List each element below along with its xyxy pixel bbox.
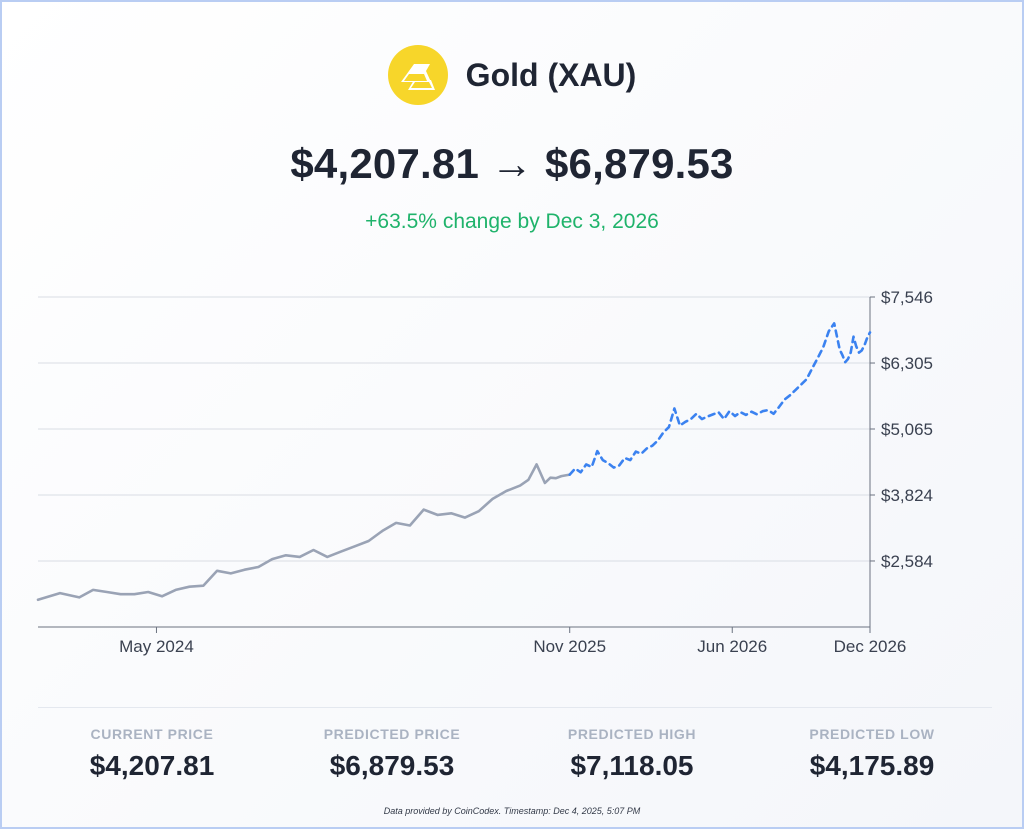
stat-label: CURRENT PRICE [90, 726, 214, 742]
y-tick-label: $3,824 [881, 486, 933, 505]
stat-value: $4,175.89 [809, 750, 935, 781]
price-chart: $7,546 $6,305 $5,065 $3,824 $2,584 May 2024 No… [36, 288, 933, 656]
stats-row: CURRENT PRICE $4,207.81 PREDICTED PRICE … [32, 726, 992, 782]
y-tick-label: $7,546 [881, 288, 933, 307]
stat-predicted-price: PREDICTED PRICE $6,879.53 [272, 726, 512, 782]
x-tick-label: May 2024 [119, 637, 194, 656]
predicted-price-headline: $6,879.53 [544, 140, 734, 187]
asset-header: Gold (XAU) [2, 45, 1022, 105]
historical-price-line [36, 463, 571, 602]
price-projection: $4,207.81 → $6,879.53 [2, 140, 1022, 188]
stat-current-price: CURRENT PRICE $4,207.81 [32, 726, 272, 782]
y-tick-label: $2,584 [881, 552, 933, 571]
divider [38, 707, 992, 708]
y-tick-label: $6,305 [881, 354, 933, 373]
stat-value: $6,879.53 [329, 750, 455, 781]
current-price-headline: $4,207.81 [290, 140, 480, 187]
stat-label: PREDICTED LOW [809, 726, 935, 742]
data-source-note: Data provided by CoinCodex. Timestamp: D… [383, 806, 641, 816]
x-tick-label: Jun 2026 [697, 637, 767, 656]
arrow-icon: → [490, 140, 534, 187]
gold-bars-icon [387, 45, 448, 105]
x-tick-label: Nov 2025 [533, 637, 606, 656]
x-tick-label: Dec 2026 [834, 637, 907, 656]
y-tick-label: $5,065 [881, 420, 933, 439]
predicted-price-line [568, 322, 872, 476]
stat-value: $4,207.81 [89, 750, 215, 781]
stat-label: PREDICTED PRICE [323, 726, 461, 742]
stat-value: $7,118.05 [570, 750, 694, 781]
price-change: +63.5% change by Dec 3, 2026 [365, 210, 659, 233]
stat-label: PREDICTED HIGH [567, 726, 697, 742]
stat-predicted-low: PREDICTED LOW $4,175.89 [752, 726, 992, 782]
stat-predicted-high: PREDICTED HIGH $7,118.05 [512, 726, 752, 782]
asset-name: Gold (XAU) [465, 56, 637, 93]
